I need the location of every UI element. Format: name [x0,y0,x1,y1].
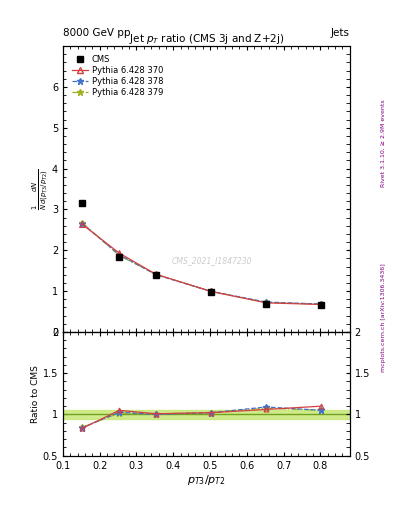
Pythia 6.428 370 [319,302,324,308]
Text: 8000 GeV pp: 8000 GeV pp [63,28,130,38]
X-axis label: $p_{T3}/p_{T2}$: $p_{T3}/p_{T2}$ [187,473,226,487]
Y-axis label: Ratio to CMS: Ratio to CMS [31,365,40,423]
Pythia 6.428 379 [209,288,213,294]
CMS [264,302,269,308]
Y-axis label: $\frac{1}{N}\frac{dN}{d(p_{T3}/p_{T2})}$: $\frac{1}{N}\frac{dN}{d(p_{T3}/p_{T2})}$ [31,168,50,209]
Pythia 6.428 379 [80,220,85,226]
Line: Pythia 6.428 370: Pythia 6.428 370 [80,222,324,307]
Title: Jet $p_T$ ratio (CMS 3j and Z+2j): Jet $p_T$ ratio (CMS 3j and Z+2j) [129,32,284,46]
CMS [80,200,85,206]
Pythia 6.428 370 [80,221,85,227]
Pythia 6.428 378 [117,251,121,258]
Text: Jets: Jets [331,28,350,38]
Line: Pythia 6.428 379: Pythia 6.428 379 [79,219,325,308]
Pythia 6.428 378 [209,288,213,294]
Pythia 6.428 379 [264,300,269,306]
Pythia 6.428 378 [319,301,324,307]
Text: Rivet 3.1.10, ≥ 2.9M events: Rivet 3.1.10, ≥ 2.9M events [381,99,386,187]
Bar [63,410,350,418]
Pythia 6.428 379 [319,301,324,307]
Pythia 6.428 370 [264,300,269,306]
Text: CMS_2021_I1847230: CMS_2021_I1847230 [172,256,252,265]
Pythia 6.428 370 [209,288,213,294]
Pythia 6.428 378 [154,272,158,278]
Legend: CMS, Pythia 6.428 370, Pythia 6.428 378, Pythia 6.428 379: CMS, Pythia 6.428 370, Pythia 6.428 378,… [70,53,165,99]
Text: mcplots.cern.ch [arXiv:1306.3436]: mcplots.cern.ch [arXiv:1306.3436] [381,263,386,372]
Line: CMS: CMS [79,200,325,308]
Pythia 6.428 379 [117,252,121,259]
Pythia 6.428 370 [154,271,158,278]
CMS [209,289,213,295]
CMS [117,253,121,260]
Pythia 6.428 379 [154,271,158,278]
Pythia 6.428 370 [117,250,121,256]
Pythia 6.428 378 [80,221,85,227]
Pythia 6.428 378 [264,299,269,305]
CMS [319,302,324,308]
CMS [154,272,158,278]
Line: Pythia 6.428 378: Pythia 6.428 378 [79,220,325,308]
